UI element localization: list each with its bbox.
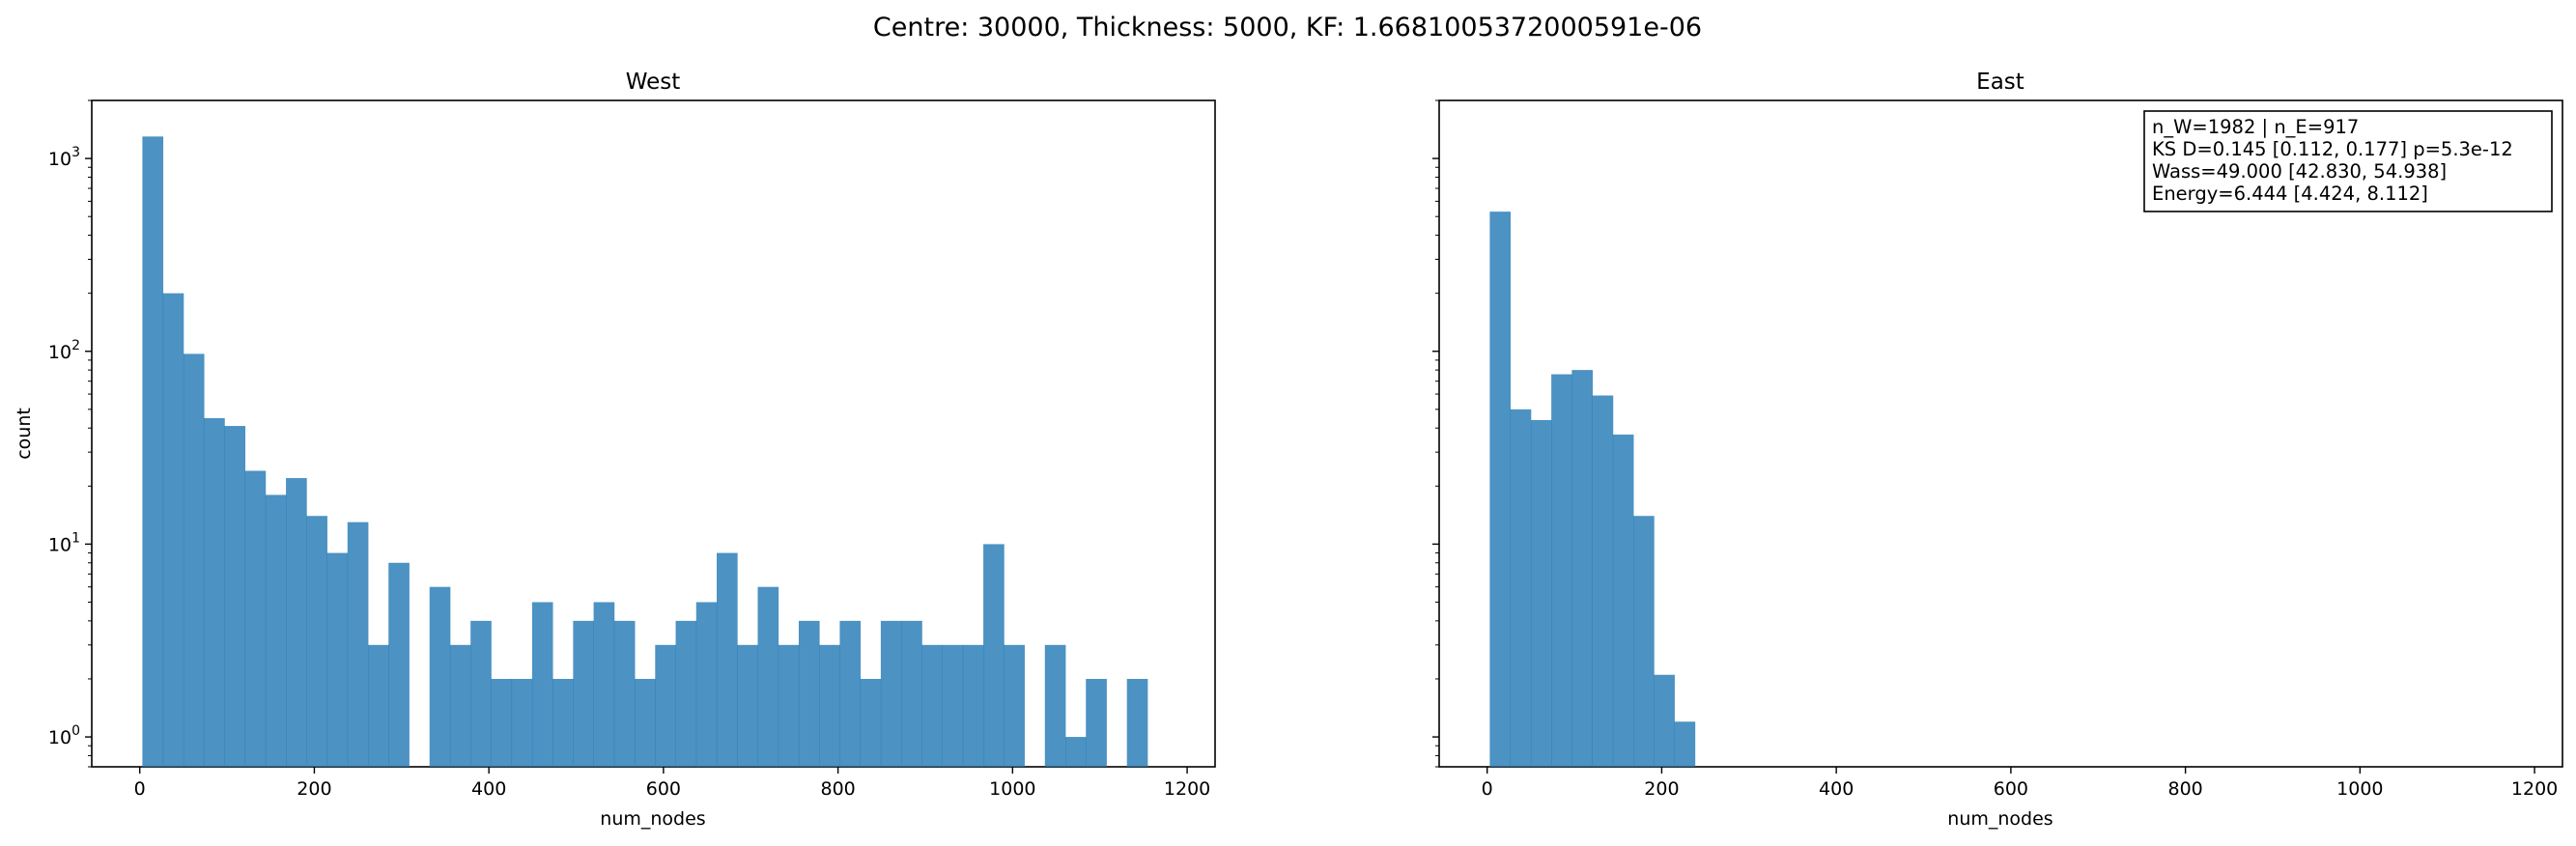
east-y-ticks — [1432, 99, 1439, 768]
west-bar — [1004, 644, 1025, 767]
west-bar — [244, 470, 267, 767]
west-bar — [717, 552, 738, 767]
east-x-tick-label: 400 — [1819, 778, 1854, 800]
west-bar — [491, 678, 513, 767]
east-bar — [1674, 721, 1696, 767]
west-bar — [921, 644, 944, 767]
west-y-ticks: 100 101 102 103 — [48, 99, 92, 768]
east-bar — [1633, 516, 1655, 767]
west-panel: West num_nodes count 0 200 400 600 800 1000 12… — [14, 70, 1216, 830]
east-x-tick-label: 1000 — [2336, 778, 2383, 800]
west-bar — [368, 644, 389, 767]
east-x-tick-label: 1200 — [2511, 778, 2558, 800]
west-bar — [449, 644, 471, 767]
east-title: East — [1976, 70, 2024, 95]
east-bar — [1654, 674, 1675, 767]
west-bar — [1065, 737, 1087, 767]
stats-line-energy: Energy=6.444 [4.424, 8.112] — [2152, 183, 2428, 205]
west-bar — [778, 644, 800, 767]
east-panel: East num_nodes 0 200 400 600 800 1000 1200 n_W… — [1432, 70, 2563, 830]
west-bar — [655, 644, 676, 767]
west-bar — [695, 602, 718, 767]
east-x-tick-label: 800 — [2167, 778, 2202, 800]
east-x-ticks: 0 200 400 600 800 1000 1200 — [1482, 767, 2558, 800]
west-bar — [286, 478, 307, 767]
west-bar — [573, 620, 594, 767]
west-bar — [839, 620, 862, 767]
west-bar — [347, 522, 369, 767]
east-bar — [1510, 409, 1532, 767]
east-bar — [1551, 374, 1572, 767]
west-x-tick-label: 0 — [134, 778, 146, 800]
west-y-tick-label: 102 — [48, 338, 80, 363]
east-bar — [1571, 370, 1593, 767]
east-x-tick-label: 600 — [1994, 778, 2028, 800]
west-bar — [142, 136, 164, 768]
west-bar — [942, 644, 964, 767]
west-bar — [552, 678, 574, 767]
west-x-tick-label: 800 — [820, 778, 855, 800]
stats-line-counts: n_W=1982 | n_E=917 — [2152, 116, 2359, 138]
east-axes-frame — [1438, 99, 2563, 768]
west-bar — [962, 644, 984, 767]
west-bar — [757, 586, 779, 767]
west-bar — [162, 293, 184, 767]
west-y-tick-label: 103 — [48, 145, 80, 170]
west-bar — [593, 602, 615, 767]
west-x-tick-label: 400 — [471, 778, 506, 800]
west-bar — [531, 602, 553, 767]
west-bar — [511, 678, 533, 767]
west-bar — [880, 620, 902, 767]
east-bar — [1612, 434, 1634, 767]
west-bar — [1126, 678, 1148, 767]
west-bar — [613, 620, 636, 767]
west-bar — [326, 552, 349, 767]
east-x-tick-label: 0 — [1482, 778, 1493, 800]
figure-suptitle: Centre: 30000, Thickness: 5000, KF: 1.66… — [873, 13, 1702, 42]
west-bar — [265, 494, 287, 767]
west-bar — [306, 516, 327, 767]
west-bar — [675, 620, 697, 767]
west-x-tick-label: 1000 — [989, 778, 1035, 800]
east-x-tick-label: 200 — [1644, 778, 1679, 800]
west-bar — [1086, 678, 1107, 767]
west-histogram-bars — [142, 136, 1148, 768]
east-histogram-bars — [1489, 212, 1696, 767]
west-bar — [860, 678, 882, 767]
west-bar — [798, 620, 820, 767]
west-x-ticks: 0 200 400 600 800 1000 1200 — [134, 767, 1210, 800]
west-bar — [429, 586, 451, 767]
west-bar — [901, 620, 922, 767]
west-x-tick-label: 600 — [646, 778, 681, 800]
east-bar — [1489, 212, 1512, 767]
west-bar — [1044, 644, 1066, 767]
west-bar — [204, 418, 225, 767]
west-bar — [819, 644, 840, 767]
stats-annotation-frame — [2143, 110, 2553, 212]
west-bar — [388, 562, 410, 767]
east-bar — [1592, 395, 1614, 767]
west-bar — [737, 644, 758, 767]
stats-line-wass: Wass=49.000 [42.830, 54.938] — [2152, 160, 2447, 183]
east-xlabel: num_nodes — [1947, 808, 2052, 830]
stats-annotation-box: n_W=1982 | n_E=917 KS D=0.145 [0.112, 0.… — [2143, 110, 2553, 212]
west-bar — [224, 426, 245, 767]
west-bar — [470, 620, 492, 767]
west-x-tick-label: 200 — [297, 778, 331, 800]
west-ylabel: count — [14, 408, 35, 460]
west-bar — [183, 353, 205, 767]
west-title: West — [626, 70, 681, 95]
west-xlabel: num_nodes — [600, 808, 705, 830]
west-bar — [983, 544, 1005, 767]
west-bar — [635, 678, 656, 767]
west-y-tick-label: 101 — [48, 530, 80, 555]
west-y-tick-label: 100 — [48, 723, 80, 748]
east-bar — [1530, 419, 1552, 767]
west-x-tick-label: 1200 — [1164, 778, 1210, 800]
stats-line-ks: KS D=0.145 [0.112, 0.177] p=5.3e-12 — [2152, 138, 2513, 160]
